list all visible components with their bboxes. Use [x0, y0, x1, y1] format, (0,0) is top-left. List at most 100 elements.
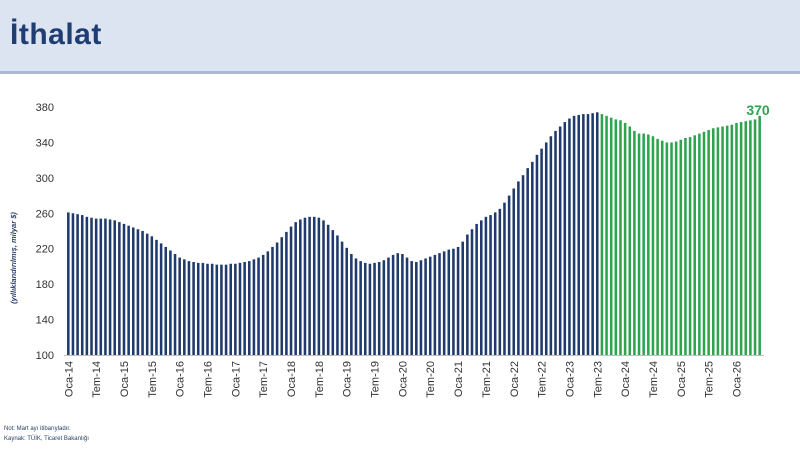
bar-actual — [326, 224, 330, 355]
bar-actual — [531, 161, 534, 355]
bar-forecast — [684, 138, 687, 355]
y-axis-label: (yıllıklandırılmış, milyar $) — [9, 212, 18, 304]
x-tick-label: Oca-24 — [620, 361, 632, 397]
bar-forecast — [600, 114, 604, 355]
bar-actual — [331, 230, 335, 355]
bar-actual — [428, 256, 432, 355]
bar-forecast — [749, 120, 752, 355]
bar-actual — [201, 262, 205, 355]
bar-actual — [85, 216, 89, 355]
bar-forecast — [619, 120, 622, 355]
x-tick-label: Tem-20 — [425, 361, 437, 398]
bar-actual — [145, 233, 149, 355]
bar-actual — [340, 241, 344, 355]
bar-actual — [187, 261, 191, 355]
bar-actual — [99, 218, 103, 355]
footnote-note: Not: Mart ayı itibarıyladır. — [4, 426, 71, 432]
bar-actual — [76, 214, 79, 355]
bar-actual — [183, 259, 186, 355]
x-tick-label: Oca-17 — [230, 361, 242, 397]
x-tick-label: Oca-16 — [175, 361, 187, 397]
bar-forecast — [712, 128, 715, 355]
bar-actual — [596, 112, 599, 355]
bar-actual — [461, 241, 464, 355]
bar-actual — [507, 195, 511, 355]
x-tick-label: Tem-22 — [537, 361, 549, 398]
bar-actual — [322, 220, 325, 355]
bar-actual — [345, 247, 348, 355]
bar-actual — [470, 229, 474, 355]
x-tick-label: Oca-26 — [732, 361, 744, 397]
bar-actual — [521, 175, 525, 355]
bar-actual — [317, 217, 321, 355]
x-tick-label: Tem-14 — [91, 361, 103, 398]
bar-actual — [169, 250, 172, 355]
bar-actual — [447, 249, 451, 355]
bar-forecast — [702, 131, 706, 355]
bar-actual — [127, 225, 130, 355]
bar-forecast — [721, 126, 724, 356]
x-tick-label: Tem-18 — [314, 361, 326, 398]
bar-actual — [354, 258, 358, 355]
bar-actual — [150, 236, 154, 355]
bar-forecast — [716, 127, 720, 356]
bar-forecast — [698, 133, 701, 355]
bar-actual — [261, 254, 265, 355]
bar-forecast — [605, 115, 608, 355]
bar-actual — [480, 220, 483, 355]
bar-actual — [248, 261, 251, 355]
bar-forecast — [674, 141, 678, 355]
last-value-label: 370 — [746, 102, 770, 118]
y-tick-label: 300 — [36, 173, 54, 185]
bar-forecast — [609, 117, 613, 355]
bar-forecast — [758, 115, 761, 355]
bar-actual — [155, 239, 158, 355]
bar-actual — [540, 148, 543, 355]
bar-actual — [224, 264, 228, 355]
bar-actual — [466, 234, 469, 355]
bar-actual — [391, 254, 395, 355]
bar-forecast — [688, 137, 692, 355]
bar-actual — [308, 216, 311, 355]
bar-actual — [118, 222, 121, 355]
bar-actual — [535, 154, 539, 355]
bar-forecast — [753, 119, 757, 356]
bar-actual — [94, 218, 98, 355]
bar-actual — [452, 248, 455, 355]
x-axis: Oca-14 Tem-14 Oca-15 Tem-15 Oca-16 Tem-16 Oca-… — [63, 355, 764, 398]
bar-actual — [159, 243, 163, 355]
bar-actual — [368, 263, 372, 355]
x-tick-label: Tem-21 — [481, 361, 493, 398]
bar-forecast — [623, 122, 627, 355]
bar-actual — [243, 262, 246, 355]
bars-group — [67, 112, 761, 356]
bar-actual — [554, 130, 557, 355]
bar-actual — [252, 259, 256, 355]
bar-actual — [238, 262, 242, 355]
y-tick-label: 180 — [36, 279, 54, 291]
bar-actual — [280, 237, 284, 355]
bar-forecast — [735, 122, 738, 355]
bar-actual — [196, 262, 200, 355]
header-banner: İthalat — [0, 0, 800, 74]
bar-forecast — [725, 125, 729, 355]
bar-forecast — [637, 133, 641, 355]
bar-actual — [517, 181, 520, 355]
x-tick-label: Oca-22 — [509, 361, 521, 397]
bar-actual — [373, 262, 376, 355]
bar-forecast — [660, 140, 664, 355]
y-tick-label: 380 — [36, 102, 54, 114]
bar-actual — [433, 254, 437, 355]
bar-actual — [108, 219, 112, 355]
x-tick-label: Oca-14 — [63, 361, 75, 397]
bar-actual — [489, 215, 492, 355]
bar-actual — [419, 260, 423, 355]
bar-actual — [364, 262, 367, 355]
x-tick-label: Tem-25 — [704, 361, 716, 398]
bar-forecast — [670, 142, 673, 355]
bar-actual — [493, 212, 497, 355]
bar-actual — [377, 262, 381, 355]
bar-actual — [442, 251, 446, 355]
bar-forecast — [679, 139, 683, 355]
